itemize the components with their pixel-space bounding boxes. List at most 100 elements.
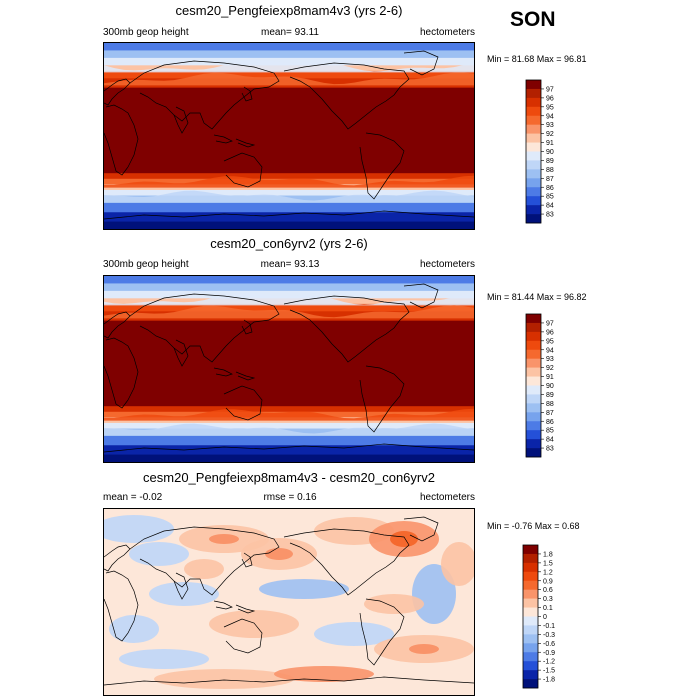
coastline	[403, 516, 439, 542]
coastline	[283, 62, 410, 130]
colorbar-swatch	[526, 439, 541, 449]
colorbar-swatch	[523, 562, 538, 573]
coastline	[129, 293, 280, 363]
field-band	[104, 276, 474, 284]
diff-anomaly-core	[409, 644, 439, 654]
diff-anomaly	[119, 649, 209, 669]
colorbar-label: 96	[546, 329, 554, 336]
coastline	[241, 319, 253, 335]
coastline	[403, 50, 439, 76]
coastline	[235, 604, 256, 614]
coastline	[129, 526, 280, 596]
panel-1-map	[103, 42, 475, 230]
diff-anomaly	[154, 669, 294, 689]
colorbar-label: 87	[546, 410, 554, 417]
colorbar-label: 90	[546, 383, 554, 390]
colorbar-swatch	[526, 160, 541, 170]
diff-anomaly	[149, 582, 219, 606]
diff-anomaly	[441, 542, 474, 586]
colorbar-swatch	[523, 616, 538, 626]
colorbar-swatch	[526, 421, 541, 431]
colorbar-label: 0.6	[543, 587, 553, 594]
colorbar-swatch	[526, 349, 541, 359]
field-wave	[104, 423, 474, 436]
colorbar-swatch	[523, 607, 538, 617]
colorbar-label: 93	[546, 122, 554, 129]
colorbar-swatch	[526, 196, 541, 206]
colorbar-swatch	[526, 106, 541, 117]
panel-1-field	[104, 43, 474, 229]
coastline	[104, 104, 139, 176]
field-wave	[104, 59, 474, 73]
diff-anomaly	[412, 564, 456, 624]
coastline	[213, 134, 233, 144]
colorbar-label: 88	[546, 167, 554, 174]
field-band	[104, 406, 474, 413]
colorbar-label: 1.8	[543, 551, 553, 558]
coastline	[235, 138, 256, 148]
colorbar-label: 86	[546, 419, 554, 426]
colorbar-swatch	[523, 553, 538, 564]
colorbar-label: 90	[546, 149, 554, 156]
colorbar-swatch	[526, 115, 541, 125]
colorbar-label: 0.1	[543, 605, 553, 612]
colorbar-label: 95	[546, 338, 554, 345]
colorbar-swatch	[526, 205, 541, 215]
colorbar-label: 93	[546, 356, 554, 363]
colorbar-swatch	[526, 80, 541, 90]
diff-anomaly-core	[265, 548, 293, 560]
field-band	[104, 189, 474, 197]
panel-3-mean-label: mean = -0.02	[103, 492, 163, 503]
coastline	[241, 86, 253, 102]
colorbar-label: -1.5	[543, 668, 555, 675]
colorbar-label: 89	[546, 158, 554, 165]
coastline	[223, 152, 263, 188]
colorbar-swatch	[526, 385, 541, 395]
colorbar-swatch	[523, 634, 538, 644]
colorbar-swatch	[526, 412, 541, 422]
panel-2-mean-label: mean= 93.13	[260, 259, 320, 270]
colorbar-swatch	[526, 340, 541, 351]
colorbar-label: 97	[546, 320, 554, 327]
field-band	[104, 43, 474, 51]
colorbar-label: 83	[546, 212, 554, 219]
colorbar-label: 0	[543, 614, 547, 621]
colorbar-swatch	[526, 358, 541, 368]
colorbar-label: 84	[546, 203, 554, 210]
panel-3-minmax: Min = -0.76 Max = 0.68	[487, 521, 580, 531]
coastline	[235, 371, 256, 381]
coastline	[283, 295, 410, 363]
colorbar-label: -1.2	[543, 659, 555, 666]
field-band	[104, 445, 474, 456]
colorbar-label: 91	[546, 374, 554, 381]
coastline	[104, 337, 139, 409]
colorbar-label: -0.6	[543, 641, 555, 648]
coastline	[104, 544, 131, 572]
field-wave	[104, 190, 474, 203]
coastline	[223, 385, 263, 421]
diff-anomaly	[259, 579, 349, 599]
coastline	[173, 572, 189, 600]
colorbar-label: 97	[546, 86, 554, 93]
diff-anomaly	[184, 559, 224, 579]
colorbar-label: -1.8	[543, 677, 555, 684]
colorbar-label: 94	[546, 113, 554, 120]
panel-2-minmax: Min = 81.44 Max = 96.82	[487, 292, 587, 302]
coastline	[104, 311, 131, 339]
coastline	[283, 528, 410, 596]
colorbar-swatch	[523, 670, 538, 680]
coastline	[104, 443, 474, 453]
coastline	[223, 618, 263, 654]
field-wave	[104, 72, 474, 86]
colorbar-label: 87	[546, 176, 554, 183]
panel-1-colorbar: 97 96 95 94 93 92 91 90 89 88 87 86 85 84 83	[524, 78, 574, 228]
colorbar-label: 85	[546, 428, 554, 435]
coastline	[359, 598, 405, 666]
colorbar-label: 96	[546, 95, 554, 102]
colorbar-swatch	[526, 169, 541, 179]
colorbar-swatch	[523, 571, 538, 582]
colorbar-swatch	[526, 430, 541, 440]
colorbar-swatch	[523, 589, 538, 599]
diff-anomaly	[274, 666, 374, 682]
coastline	[359, 365, 405, 433]
